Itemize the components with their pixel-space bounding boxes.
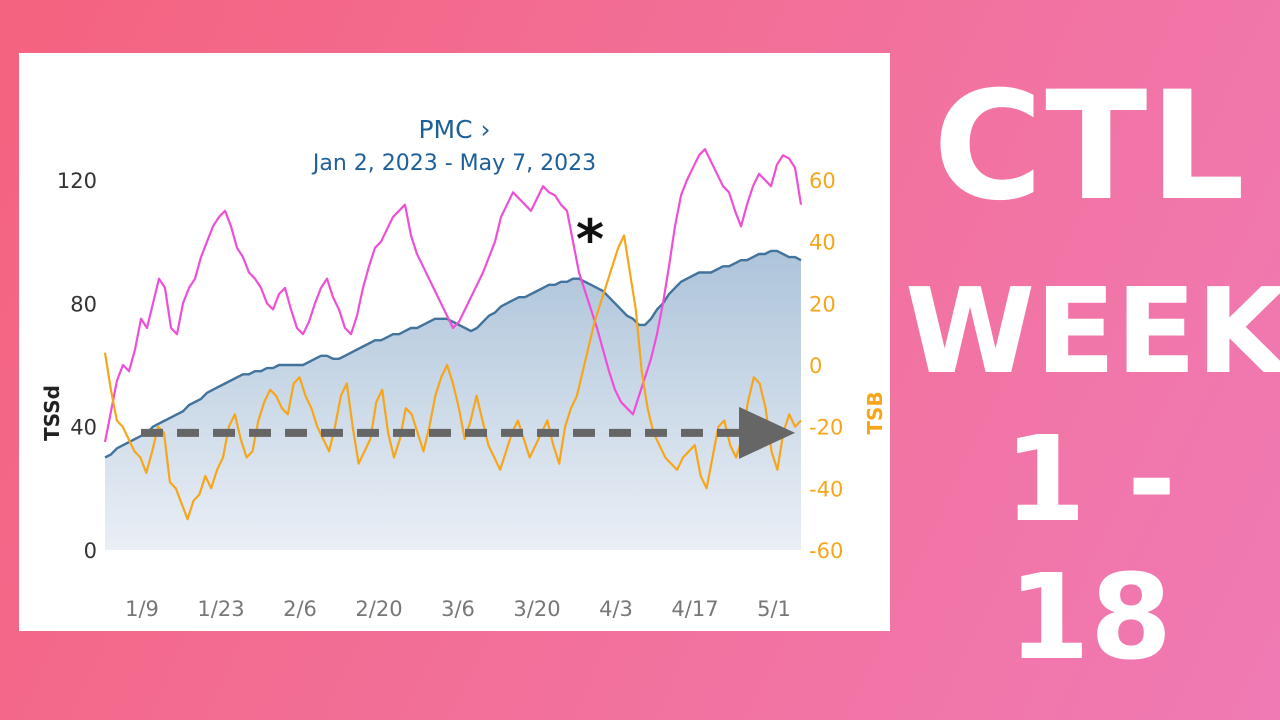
- fitness-line: [104, 249, 802, 459]
- right-tick-label: -60: [809, 539, 843, 563]
- right-tick-label: 0: [809, 354, 822, 378]
- left-tick-label: 80: [70, 292, 97, 316]
- series-lines: [103, 148, 803, 521]
- right-axis-label: TSB: [863, 391, 887, 434]
- chart-card: 0 40 80 120 -60 -40 -20 0 20 40 60 1/9 1/23 2/6 2/20…: [19, 53, 890, 631]
- x-tick-label: 4/17: [671, 597, 718, 621]
- right-tick-label: 40: [809, 231, 836, 255]
- left-tick-label: 40: [70, 416, 97, 440]
- left-tick-label: 120: [57, 169, 97, 193]
- left-axis: 0 40 80 120: [57, 169, 97, 563]
- headline-range: 1 - 18: [1003, 410, 1177, 686]
- right-tick-label: 20: [809, 292, 836, 316]
- form-line: [103, 234, 802, 521]
- x-tick-label: 1/9: [125, 597, 159, 621]
- pmc-chart: 0 40 80 120 -60 -40 -20 0 20 40 60 1/9 1/23 2/6 2/20…: [40, 148, 887, 621]
- x-tick-label: 1/23: [197, 597, 244, 621]
- arrow-head-icon: [739, 406, 795, 459]
- x-tick-label: 2/6: [283, 597, 317, 621]
- right-tick-label: -40: [809, 477, 843, 501]
- chart-title[interactable]: PMC ›: [418, 115, 491, 144]
- left-axis-label: TSSd: [40, 385, 64, 441]
- x-tick-label: 4/3: [599, 597, 633, 621]
- trend-arrow: [141, 406, 795, 459]
- fatigue-line: [103, 148, 803, 443]
- x-tick-label: 3/20: [513, 597, 560, 621]
- right-axis: -60 -40 -20 0 20 40 60: [809, 169, 843, 563]
- x-axis: 1/9 1/23 2/6 2/20 3/6 3/20 4/3 4/17 5/1: [125, 597, 791, 621]
- headline-ctl: CTL: [933, 60, 1247, 234]
- right-tick-label: 60: [809, 169, 836, 193]
- left-tick-label: 0: [84, 539, 97, 563]
- fitness-area: [105, 250, 801, 550]
- x-tick-label: 2/20: [355, 597, 402, 621]
- x-tick-label: 3/6: [441, 597, 475, 621]
- right-tick-label: -20: [809, 416, 843, 440]
- chart-date-range: Jan 2, 2023 - May 7, 2023: [312, 151, 597, 176]
- fitness-fill: [105, 250, 801, 550]
- asterisk-annotation: *: [576, 208, 604, 271]
- headline-week: WEEK: [905, 262, 1280, 400]
- x-tick-label: 5/1: [757, 597, 791, 621]
